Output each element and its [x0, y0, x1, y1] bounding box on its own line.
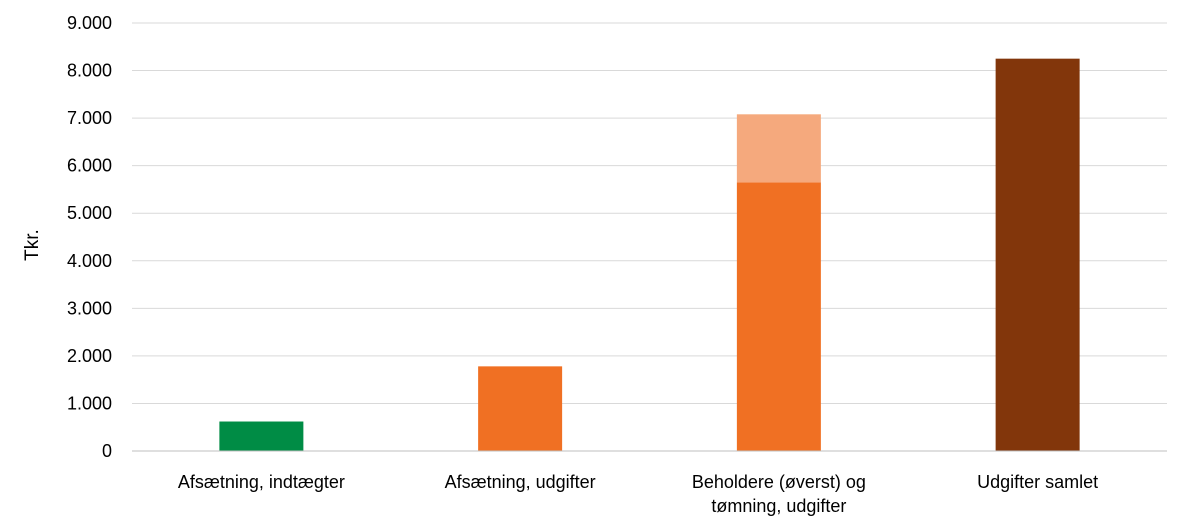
- x-tick-labels: Afsætning, indtægter Afsætning, udgifter B…: [178, 472, 1098, 516]
- y-tick-label: 9.000: [67, 13, 112, 33]
- y-tick-label: 2.000: [67, 346, 112, 366]
- y-tick-labels: 0 1.000 2.000 3.000 4.000 5.000 6.000 7.000 8.00…: [67, 13, 112, 461]
- y-tick-label: 7.000: [67, 108, 112, 128]
- y-tick-label: 6.000: [67, 156, 112, 176]
- y-tick-label: 4.000: [67, 251, 112, 271]
- x-tick-label: Afsætning, indtægter: [178, 472, 345, 492]
- y-axis-title: Tkr.: [22, 229, 43, 261]
- x-tick-label: Udgifter samlet: [977, 472, 1098, 492]
- x-tick-label: Afsætning, udgifter: [445, 472, 596, 492]
- y-tick-label: 0: [102, 441, 112, 461]
- y-tick-label: 1.000: [67, 393, 112, 413]
- bar-segment: [736, 182, 821, 452]
- x-tick-label: Beholdere (øverst) og tømning, udgifter: [692, 472, 866, 516]
- bar-segment: [478, 366, 563, 451]
- y-tick-label: 8.000: [67, 61, 112, 81]
- bars: [219, 58, 1080, 452]
- bar-segment: [219, 421, 304, 451]
- bar-segment: [995, 58, 1080, 452]
- bar-segment: [736, 114, 821, 183]
- y-tick-label: 3.000: [67, 298, 112, 318]
- gridlines: [132, 22, 1167, 404]
- y-tick-label: 5.000: [67, 203, 112, 223]
